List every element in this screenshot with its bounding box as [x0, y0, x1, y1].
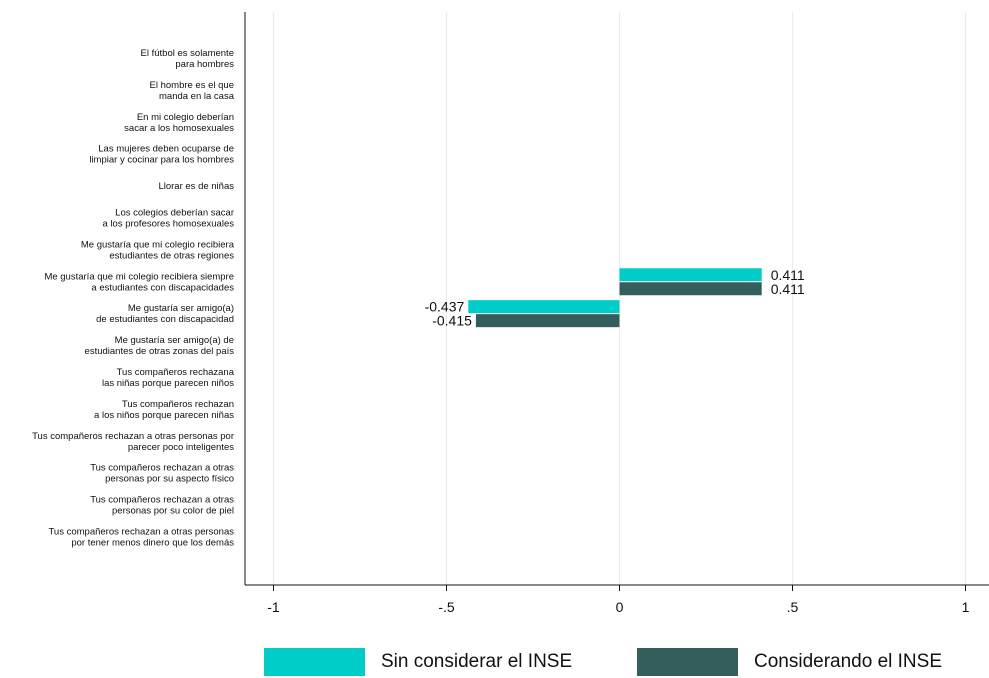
bar [619, 268, 762, 282]
bars: 0.411 -0.437 0.411 -0.415 [425, 267, 805, 329]
x-tick-label: 0 [616, 599, 624, 615]
category-label: Los colegios deberían sacar a los profeso… [103, 207, 235, 229]
x-tick-label: -.5 [438, 599, 455, 615]
legend-swatch-series-2 [637, 648, 738, 676]
legend-item-series-1: Sin considerar el INSE [264, 648, 572, 676]
category-label: Me gustaría ser amigo(a) de estudiantes d… [85, 335, 235, 357]
category-labels: El fútbol es solamente para hombres El hom… [32, 48, 235, 549]
data-label: -0.415 [432, 313, 472, 329]
bar [468, 300, 620, 314]
legend-swatch-series-1 [264, 648, 365, 676]
category-label: Llorar es de niñas [158, 181, 234, 192]
category-label: Las mujeres deben ocuparse de limpiar y c… [89, 144, 234, 166]
bar-chart: El fútbol es solamente para hombres El hom… [32, 12, 989, 615]
bar [475, 314, 620, 328]
category-label: El fútbol es solamente para hombres [141, 48, 235, 70]
category-label: Me gustaría ser amigo(a) de estudiantes c… [96, 303, 234, 325]
x-tick-label: -1 [267, 599, 280, 615]
category-label: Tus compañeros rechazana las niñas porque… [102, 367, 235, 389]
data-label: 0.411 [771, 281, 805, 297]
legend: Sin considerar el INSE Considerando el I… [0, 648, 989, 678]
gridlines [272, 12, 967, 585]
data-label: -0.437 [425, 299, 465, 315]
category-label: Tus compañeros rechazan a otras personas… [32, 431, 234, 453]
category-label: El hombre es el que manda en la casa [150, 80, 235, 102]
legend-item-series-2: Considerando el INSE [637, 648, 942, 676]
category-label: En mi colegio deberían sacar a los homose… [124, 112, 234, 134]
category-label: Tus compañeros rechazan a otras personas… [48, 526, 234, 548]
category-label: Tus compañeros rechazan a otras personas … [90, 495, 234, 517]
bar [619, 282, 762, 296]
category-label: Tus compañeros rechazan a otras personas … [90, 463, 234, 485]
x-tick-label: 1 [962, 599, 970, 615]
category-label: Me gustaría que mi colegio recibiera estu… [81, 239, 235, 261]
legend-label-series-2: Considerando el INSE [754, 651, 942, 672]
x-axis-ticks: -1 -.5 0 .5 1 [267, 585, 970, 615]
data-label: 0.411 [771, 267, 805, 283]
category-label: Me gustaría que mi colegio recibiera sie… [44, 271, 234, 293]
legend-label-series-1: Sin considerar el INSE [381, 651, 573, 672]
x-tick-label: .5 [787, 599, 799, 615]
category-label: Tus compañeros rechazan a los niños porqu… [94, 399, 234, 421]
